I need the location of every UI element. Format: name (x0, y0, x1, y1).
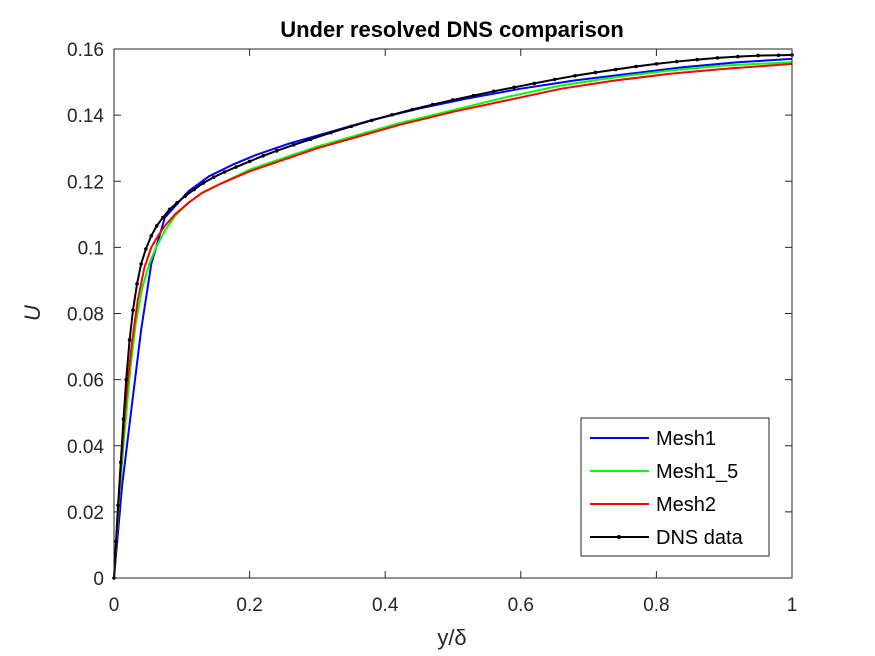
x-tick-label: 0.6 (508, 595, 534, 616)
chart-title: Under resolved DNS comparison (280, 17, 624, 42)
dns-data-point (291, 143, 296, 147)
dns-data-point (593, 70, 598, 75)
dns-data-point (613, 67, 618, 72)
dns-data-point (131, 308, 135, 312)
dns-data-point (390, 112, 394, 117)
legend-label: Mesh2 (656, 494, 716, 516)
y-tick-label: 0 (93, 569, 104, 590)
dns-data-point (715, 56, 720, 60)
dns-data-point (634, 64, 638, 69)
dns-data-point (451, 98, 455, 102)
y-tick-label: 0.12 (67, 172, 104, 193)
dns-data-point (121, 417, 126, 422)
dns-data-point (127, 338, 132, 342)
dns-data-point (410, 107, 415, 112)
dns-data-point (161, 215, 165, 220)
x-tick-label: 1 (787, 595, 798, 616)
dns-data-point (261, 153, 265, 158)
dns-data-point (201, 181, 206, 185)
dns-data-point (175, 200, 179, 205)
legend-label: Mesh1_5 (656, 461, 738, 483)
dns-data-point (183, 194, 187, 198)
dns-data-point (135, 281, 139, 286)
dns-data-point (471, 93, 476, 98)
x-axis-label: y/δ (437, 625, 466, 650)
y-tick-label: 0.16 (67, 40, 104, 61)
dns-data-point (222, 170, 227, 174)
dns-data-point (552, 77, 557, 82)
dns-data-point (532, 81, 537, 86)
dns-data-point (192, 187, 196, 192)
y-tick-label: 0.08 (67, 305, 104, 326)
dns-data-point (329, 130, 333, 135)
dns-data-point (308, 137, 313, 142)
dns-data-point (674, 59, 679, 64)
series-line-mesh2 (113, 62, 793, 579)
ticks-layer: 0 0.2 0.4 0.6 0.8 1 0 0.02 0.04 0.06 0.08 0.1 0.12 0.… (67, 40, 797, 616)
legend-label: DNS data (656, 527, 744, 549)
dns-data-point (211, 175, 216, 180)
dns-data-point (349, 124, 354, 129)
dns-data-point (512, 85, 516, 90)
series-line-mesh1 (113, 57, 793, 579)
legend-box (580, 417, 770, 557)
y-tick-label: 0.02 (67, 503, 104, 524)
dns-data-point (654, 62, 659, 66)
y-axis-label: U (20, 305, 45, 321)
y-tick-label: 0.06 (67, 371, 104, 392)
legend-marker (617, 535, 621, 539)
dns-data-point (735, 54, 740, 59)
legend-label: Mesh1 (656, 428, 716, 450)
dns-data-point (369, 118, 374, 123)
dns-data-point (274, 149, 279, 153)
dns-data-point (154, 224, 159, 228)
x-tick-label: 0.2 (236, 595, 262, 616)
dns-data-point (234, 165, 238, 169)
x-tick-label: 0 (109, 595, 120, 616)
y-tick-label: 0.1 (78, 238, 104, 259)
y-tick-label: 0.04 (67, 437, 104, 458)
dns-data-point (149, 234, 154, 238)
y-tick-label: 0.14 (67, 106, 104, 127)
dns-data-point (430, 102, 435, 107)
legend: Mesh1 Mesh1_5 Mesh2 DNS data (580, 417, 770, 557)
dns-data-point (114, 539, 118, 544)
x-tick-label: 0.4 (372, 595, 399, 616)
dns-data-point (776, 53, 781, 58)
series-layer (112, 53, 794, 580)
dns-data-point (124, 377, 128, 382)
dns-data-point (144, 247, 148, 251)
dns-data-point (247, 159, 252, 164)
dns-data-point (139, 262, 143, 266)
x-tick-label: 0.8 (643, 595, 669, 616)
dns-data-point (167, 207, 172, 212)
dns-data-point (573, 73, 577, 78)
dns-data-point (116, 503, 120, 508)
dns-data-point (695, 57, 699, 62)
dns-data-point (118, 460, 123, 465)
dns-data-point (491, 89, 496, 94)
dns-data-point (756, 53, 760, 58)
